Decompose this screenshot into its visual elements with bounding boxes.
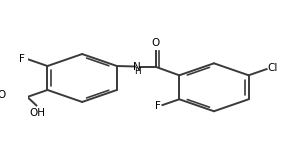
Text: F: F — [20, 54, 25, 64]
Text: O: O — [152, 38, 160, 48]
Text: Cl: Cl — [268, 63, 278, 73]
Text: OH: OH — [30, 108, 46, 118]
Text: N: N — [133, 62, 141, 72]
Text: O: O — [0, 90, 6, 100]
Text: H: H — [134, 67, 140, 76]
Text: F: F — [154, 101, 160, 111]
